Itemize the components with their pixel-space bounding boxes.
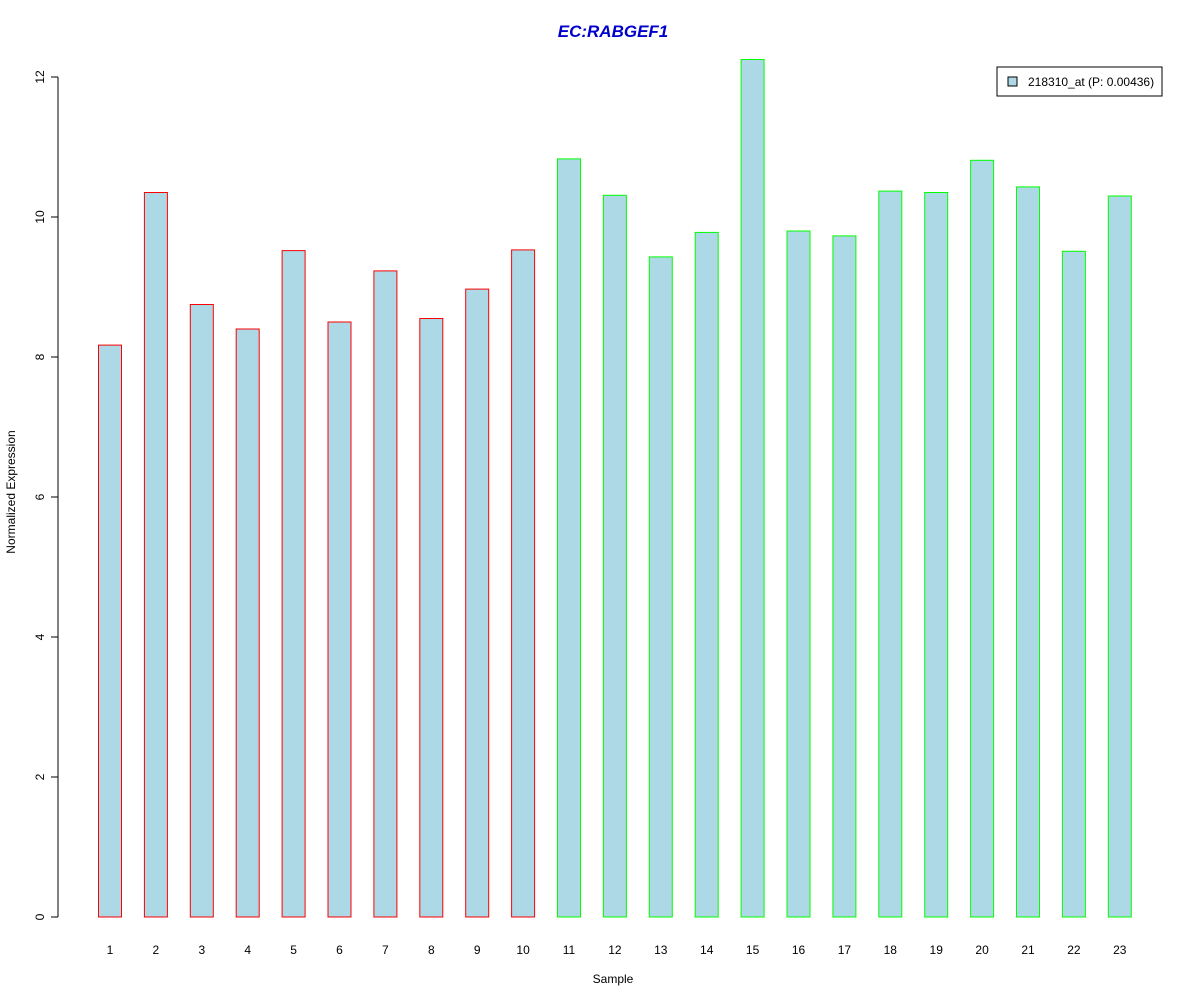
bar-sample-4: [235, 328, 260, 918]
y-tick-label: 8: [33, 353, 47, 360]
y-tick-label: 2: [33, 773, 47, 780]
bar-sample-12: [602, 194, 627, 918]
bar-sample-6: [327, 321, 352, 918]
bar-sample-19: [924, 192, 949, 918]
bar-sample-11: [557, 158, 581, 918]
x-tick-label: 6: [336, 943, 343, 957]
y-tick-label: 0: [33, 913, 47, 920]
bars: [98, 59, 1132, 918]
x-tick-label: 18: [884, 943, 898, 957]
x-tick-label: 22: [1067, 943, 1081, 957]
x-tick-label: 1: [107, 943, 114, 957]
y-tick-label: 10: [33, 210, 47, 224]
x-tick-label: 2: [153, 943, 160, 957]
y-axis-title: Normalized Expression: [4, 430, 18, 553]
legend-box: [996, 66, 1163, 97]
bar-sample-18: [878, 190, 903, 918]
x-tick-label: 13: [654, 943, 668, 957]
bar-sample-13: [648, 256, 673, 918]
bar-sample-5: [281, 250, 306, 918]
y-tick-label: 12: [33, 70, 47, 84]
x-tick-label: 16: [792, 943, 806, 957]
y-tick-label: 4: [33, 633, 47, 640]
x-tick-label: 7: [382, 943, 389, 957]
x-tick-label: 3: [198, 943, 205, 957]
bar-sample-21: [1016, 186, 1040, 918]
legend: 218310_at (P: 0.00436): [996, 66, 1163, 97]
bar-sample-1: [98, 344, 122, 918]
y-tick-label: 6: [33, 493, 47, 500]
x-axis-labels: 1 2 3 4 5 6 7 8 9 10 11 12 13 14 15 16 17 18 19 20 21 22 23: [107, 943, 1127, 957]
x-tick-label: 14: [700, 943, 714, 957]
legend-label: 218310_at (P: 0.00436): [1028, 75, 1154, 89]
x-axis-title: Sample: [593, 972, 634, 986]
legend-swatch: [1007, 76, 1018, 87]
x-tick-label: 20: [975, 943, 989, 957]
x-tick-label: 12: [608, 943, 622, 957]
chart-title: EC:RABGEF1: [558, 22, 669, 41]
bar-sample-17: [832, 235, 857, 918]
x-tick-label: 10: [516, 943, 530, 957]
x-tick-label: 15: [746, 943, 760, 957]
bar-sample-15: [740, 59, 765, 918]
x-tick-label: 8: [428, 943, 435, 957]
bar-sample-8: [419, 318, 444, 918]
bar-sample-3: [189, 304, 214, 918]
x-tick-label: 17: [838, 943, 852, 957]
bar-sample-20: [970, 159, 995, 918]
x-tick-label: 23: [1113, 943, 1127, 957]
x-tick-label: 5: [290, 943, 297, 957]
bar-sample-2: [143, 192, 168, 918]
bar-sample-16: [786, 230, 811, 918]
x-tick-label: 9: [474, 943, 481, 957]
bar-sample-14: [694, 231, 719, 918]
bar-sample-7: [373, 270, 398, 918]
x-tick-label: 11: [563, 943, 576, 957]
y-axis: 0 2 4 6 8 10 12: [33, 70, 59, 920]
bar-sample-23: [1107, 195, 1132, 918]
bar-sample-10: [511, 249, 536, 918]
x-tick-label: 4: [244, 943, 251, 957]
bar-sample-9: [465, 288, 490, 918]
x-tick-label: 21: [1021, 943, 1035, 957]
x-tick-label: 19: [930, 943, 944, 957]
bar-sample-22: [1061, 250, 1086, 918]
